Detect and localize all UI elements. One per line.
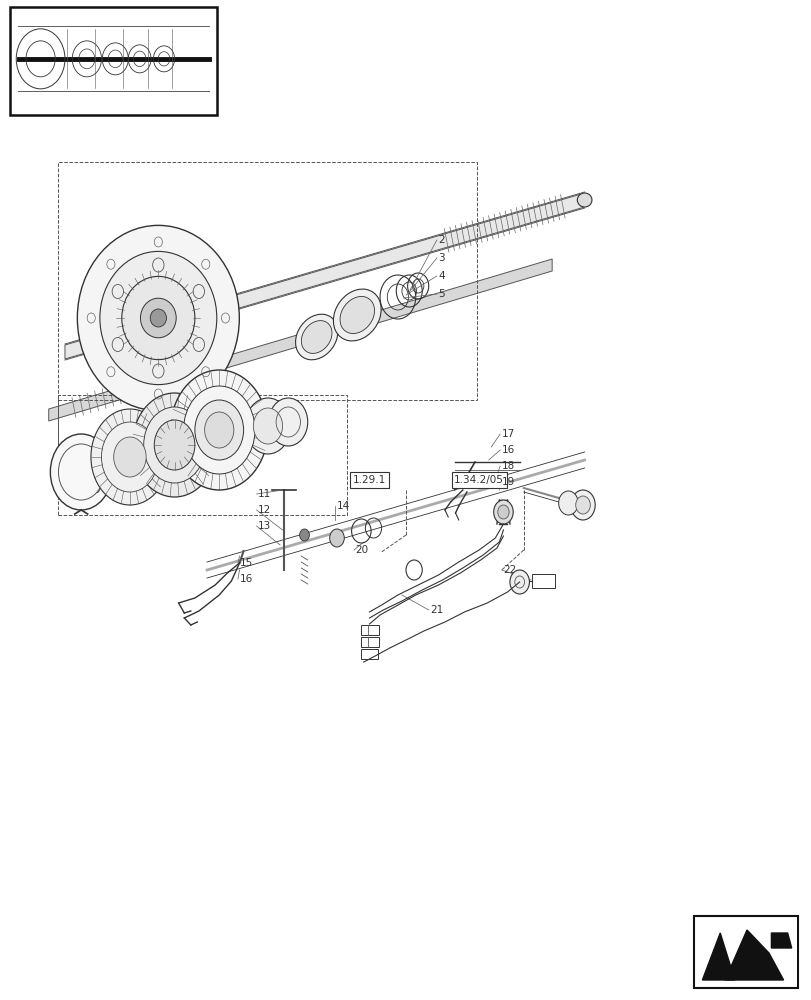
Circle shape (101, 422, 158, 492)
Circle shape (170, 370, 268, 490)
Circle shape (575, 496, 590, 514)
Text: 12: 12 (258, 505, 271, 515)
Text: 1: 1 (199, 405, 205, 415)
Text: 19: 19 (501, 477, 514, 487)
Polygon shape (702, 933, 734, 980)
Text: 1.25.0: 1.25.0 (134, 277, 166, 287)
Text: 16: 16 (501, 445, 514, 455)
Bar (361, 637, 379, 647)
Circle shape (509, 570, 529, 594)
Bar (695, 918, 796, 986)
Polygon shape (770, 933, 791, 948)
Bar (361, 649, 377, 659)
Bar (58, 395, 346, 515)
Text: 5: 5 (438, 289, 444, 299)
Text: 18: 18 (501, 461, 514, 471)
Circle shape (154, 420, 195, 470)
Circle shape (91, 409, 169, 505)
Circle shape (183, 386, 255, 474)
Text: 1.34.2/05: 1.34.2/05 (453, 475, 504, 485)
Text: 3: 3 (438, 253, 444, 263)
Circle shape (132, 393, 217, 497)
Polygon shape (724, 930, 783, 980)
Ellipse shape (340, 296, 374, 334)
Ellipse shape (301, 321, 332, 353)
Ellipse shape (333, 289, 380, 341)
Circle shape (558, 491, 577, 515)
Text: 16: 16 (239, 574, 252, 584)
Circle shape (493, 500, 513, 524)
Circle shape (268, 398, 307, 446)
Ellipse shape (577, 193, 591, 207)
Ellipse shape (100, 251, 217, 385)
Ellipse shape (150, 309, 166, 327)
Ellipse shape (140, 298, 176, 338)
Circle shape (245, 398, 290, 454)
Text: 15: 15 (239, 558, 252, 568)
Text: 22: 22 (503, 565, 516, 575)
Polygon shape (65, 193, 584, 359)
Ellipse shape (77, 225, 239, 411)
Circle shape (50, 434, 112, 510)
Circle shape (299, 529, 309, 541)
Text: 11: 11 (258, 489, 271, 499)
Text: 8: 8 (178, 432, 185, 442)
Circle shape (253, 408, 282, 444)
Circle shape (497, 505, 508, 519)
Circle shape (329, 529, 344, 547)
Circle shape (58, 444, 104, 500)
Bar (10, 7, 217, 115)
Ellipse shape (295, 314, 337, 360)
Circle shape (114, 437, 146, 477)
Text: 4: 4 (438, 271, 444, 281)
Circle shape (570, 490, 594, 520)
Bar (361, 625, 379, 635)
Text: 20: 20 (355, 545, 368, 555)
Circle shape (144, 407, 205, 483)
Text: 9: 9 (93, 485, 100, 495)
Text: 21: 21 (430, 605, 443, 615)
Text: 10: 10 (225, 410, 238, 420)
Polygon shape (49, 259, 551, 421)
Text: 1.29.1: 1.29.1 (353, 475, 385, 485)
Text: 6: 6 (130, 423, 136, 433)
Text: 7: 7 (196, 415, 203, 425)
Bar (693, 916, 797, 988)
Text: 17: 17 (501, 429, 514, 439)
Ellipse shape (122, 276, 195, 360)
Circle shape (195, 400, 243, 460)
Text: 13: 13 (258, 521, 271, 531)
Bar (531, 574, 554, 588)
Text: 14: 14 (337, 501, 350, 511)
Circle shape (204, 412, 234, 448)
Text: 2: 2 (438, 235, 444, 245)
Bar (58, 162, 476, 400)
